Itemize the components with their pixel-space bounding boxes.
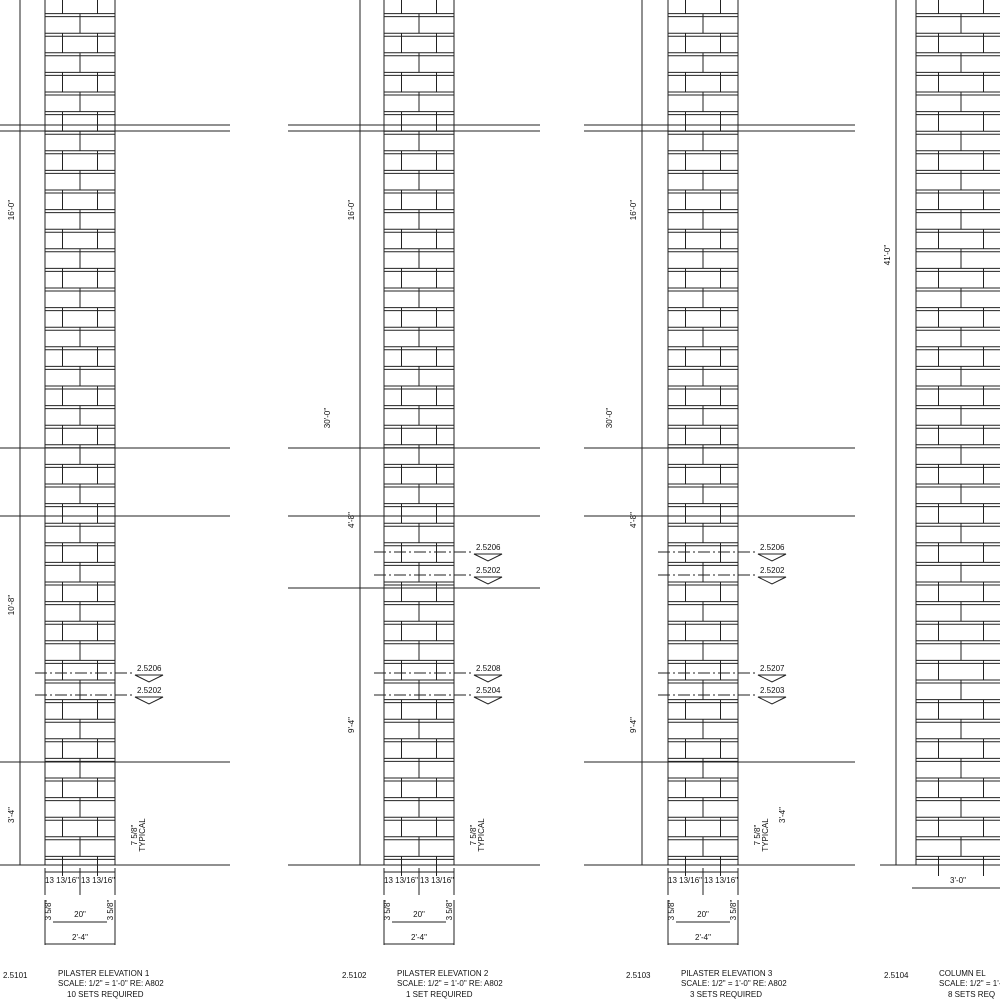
label: COLUMN EL	[939, 969, 986, 978]
label: 13 13/16"	[704, 876, 738, 885]
label: TYPICAL	[138, 818, 147, 852]
section-marker	[473, 674, 503, 683]
column	[44, 0, 116, 866]
label: SCALE: 1/2" = 1'-0"	[939, 979, 1000, 988]
label: 2.5207	[760, 664, 785, 673]
label: PILASTER ELEVATION 1	[58, 969, 150, 978]
label: SCALE: 1/2" = 1'-0" RE: A802	[58, 979, 164, 988]
label: 9'-4"	[347, 717, 356, 733]
label: 9'-4"	[629, 717, 638, 733]
label: 20"	[74, 910, 86, 919]
label: 7 5/8"	[469, 825, 478, 846]
label: 2.5203	[760, 686, 785, 695]
label: 2.5202	[476, 566, 501, 575]
label: SCALE: 1/2" = 1'-0" RE: A802	[397, 979, 503, 988]
label: TYPICAL	[477, 818, 486, 852]
label: 10'-8"	[7, 595, 16, 616]
label: 2.5202	[760, 566, 785, 575]
label: 13 13/16"	[81, 876, 115, 885]
section-marker	[757, 696, 787, 705]
label: 10 SETS REQUIRED	[67, 990, 144, 999]
section-marker	[134, 674, 164, 683]
label: 13 13/16"	[420, 876, 454, 885]
label: 16'-0"	[7, 200, 16, 221]
label: 2.5206	[137, 664, 162, 673]
column	[915, 0, 1000, 866]
label: 3 5/8"	[106, 900, 115, 921]
label: 30'-0"	[323, 408, 332, 429]
label: 3 5/8"	[667, 900, 676, 921]
section-marker	[757, 674, 787, 683]
label: 4'-8"	[347, 512, 356, 528]
section-marker	[757, 553, 787, 562]
label: 3'-4"	[778, 807, 787, 823]
label: 2.5102	[342, 971, 367, 980]
section-marker	[473, 696, 503, 705]
label: 2.5208	[476, 664, 501, 673]
label: 13 13/16"	[384, 876, 418, 885]
label: 7 5/8"	[753, 825, 762, 846]
label: 7 5/8"	[130, 825, 139, 846]
label: 2.5101	[3, 971, 28, 980]
label: 3 5/8"	[44, 900, 53, 921]
label: PILASTER ELEVATION 2	[397, 969, 489, 978]
label: 4'-8"	[629, 512, 638, 528]
column	[667, 0, 739, 866]
label: 8 SETS REQ	[948, 990, 995, 999]
label: 2.5104	[884, 971, 909, 980]
label: 2'-4"	[72, 933, 88, 942]
label: TYPICAL	[761, 818, 770, 852]
label: 2.5204	[476, 686, 501, 695]
label: 3'-0"	[950, 876, 966, 885]
column	[383, 0, 455, 866]
label: 13 13/16"	[45, 876, 79, 885]
section-marker	[473, 576, 503, 585]
section-marker	[473, 553, 503, 562]
label: 3'-4"	[7, 807, 16, 823]
label: 16'-0"	[347, 200, 356, 221]
label: 2.5206	[760, 543, 785, 552]
label: 20"	[413, 910, 425, 919]
label: 2.5103	[626, 971, 651, 980]
label: 3 SETS REQUIRED	[690, 990, 762, 999]
label: 13 13/16"	[668, 876, 702, 885]
label: 30'-0"	[605, 408, 614, 429]
label: 16'-0"	[629, 200, 638, 221]
label: PILASTER ELEVATION 3	[681, 969, 773, 978]
label: 2'-4"	[411, 933, 427, 942]
label: 1 SET REQUIRED	[406, 990, 473, 999]
section-marker	[757, 576, 787, 585]
label: 20"	[697, 910, 709, 919]
label: 41'-0"	[883, 245, 892, 266]
label: 2'-4"	[695, 933, 711, 942]
label: 3 5/8"	[729, 900, 738, 921]
label: 2.5206	[476, 543, 501, 552]
label: SCALE: 1/2" = 1'-0" RE: A802	[681, 979, 787, 988]
section-marker	[134, 696, 164, 705]
label: 2.5202	[137, 686, 162, 695]
label: 3 5/8"	[383, 900, 392, 921]
label: 3 5/8"	[445, 900, 454, 921]
